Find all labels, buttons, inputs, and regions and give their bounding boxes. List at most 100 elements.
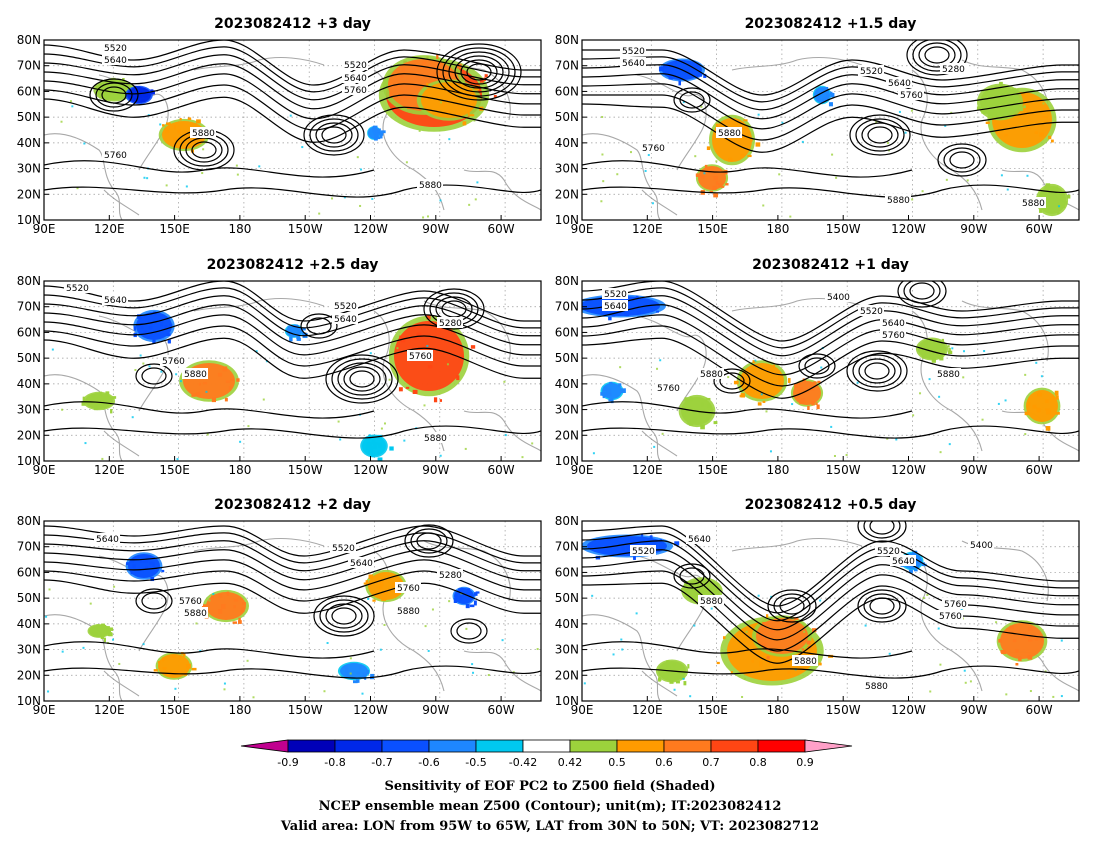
shade-speckle bbox=[725, 183, 729, 186]
lon-tick-label: 120W bbox=[891, 463, 926, 477]
contour-line bbox=[582, 64, 1079, 111]
contour-line bbox=[582, 56, 1079, 103]
shade-speckle bbox=[830, 92, 835, 98]
shade-speckle bbox=[95, 85, 100, 90]
contour-line bbox=[582, 49, 1079, 96]
contour-ring bbox=[869, 597, 895, 615]
shade-speckle bbox=[1034, 131, 1039, 134]
shade-speckle bbox=[242, 602, 246, 605]
shade-speckle bbox=[240, 607, 245, 612]
contour-line bbox=[44, 54, 541, 101]
contour-ring bbox=[135, 588, 173, 614]
shade-speckle bbox=[682, 412, 686, 417]
shade-speckle bbox=[1015, 649, 1019, 653]
shade-speckle bbox=[694, 581, 698, 584]
contour-line bbox=[44, 579, 541, 614]
shade-speckle bbox=[606, 538, 612, 541]
shade-speckle bbox=[634, 542, 640, 546]
shade-speckle bbox=[745, 630, 748, 633]
lat-tick-label: 80N bbox=[17, 274, 41, 288]
shade-speckle bbox=[375, 132, 379, 136]
shade-speckle bbox=[401, 66, 406, 71]
contour-ring bbox=[337, 362, 387, 396]
shade-speckle bbox=[1045, 183, 1051, 188]
shade-speckle bbox=[787, 670, 791, 674]
shade-speckle bbox=[142, 643, 145, 646]
shade-speckle bbox=[99, 391, 102, 396]
shade-speckle bbox=[186, 663, 191, 669]
shade-speckle bbox=[856, 381, 859, 384]
shade-speckle bbox=[815, 402, 818, 405]
lon-tick-label: 60W bbox=[488, 703, 515, 717]
shade-speckle bbox=[479, 78, 484, 83]
shade-speckle bbox=[913, 569, 918, 572]
shade-speckle bbox=[1050, 189, 1056, 192]
shade-speckle bbox=[469, 593, 473, 598]
z500-contours bbox=[582, 40, 1079, 198]
shade-speckle bbox=[706, 417, 709, 420]
shade-speckle bbox=[107, 92, 111, 97]
colorbar-label: 0.7 bbox=[702, 756, 720, 769]
contour-line bbox=[582, 570, 1079, 652]
contour-label: 5880 bbox=[424, 434, 447, 444]
shade-speckle bbox=[400, 74, 404, 78]
contour-label: 5760 bbox=[944, 600, 967, 610]
shade-speckle bbox=[716, 661, 720, 665]
shade-speckle bbox=[715, 160, 718, 163]
shade-speckle bbox=[762, 622, 767, 625]
shade-speckle bbox=[148, 365, 151, 368]
lat-tick-label: 80N bbox=[555, 33, 579, 47]
contour-label: 5280 bbox=[439, 571, 462, 581]
shade-speckle bbox=[636, 298, 641, 301]
shade-speckle bbox=[208, 599, 211, 602]
lat-tick-label: 40N bbox=[555, 617, 579, 631]
shade-speckle bbox=[806, 640, 811, 645]
shade-speckle bbox=[728, 157, 733, 162]
shade-speckle bbox=[343, 665, 348, 669]
contour-line bbox=[44, 540, 541, 572]
contour-label: 5520 bbox=[332, 544, 355, 554]
lon-tick-label: 120W bbox=[353, 703, 388, 717]
shade-speckle bbox=[833, 454, 836, 457]
lat-tick-label: 40N bbox=[17, 377, 41, 391]
shade-speckle bbox=[262, 398, 265, 401]
shade-speckle bbox=[475, 591, 480, 594]
shade-speckle bbox=[466, 588, 470, 591]
contour-ring bbox=[897, 281, 947, 308]
shade-speckle bbox=[741, 378, 745, 381]
contour-line bbox=[582, 325, 1079, 387]
shade-speckle bbox=[1018, 656, 1022, 662]
shade-speckle bbox=[818, 662, 822, 666]
shade-speckle bbox=[733, 380, 739, 385]
colorbar-label: -0.6 bbox=[418, 756, 439, 769]
shade-speckle bbox=[381, 597, 387, 601]
map-area: 5520 5640 5280 5520 5640 5760 5880 5760 5880 5880 bbox=[582, 40, 1079, 220]
shade-speckle bbox=[1054, 390, 1059, 396]
shade-speckle bbox=[938, 356, 942, 359]
contour-ring bbox=[773, 593, 811, 619]
shade-speckle bbox=[376, 136, 381, 140]
contour-ring bbox=[300, 313, 338, 339]
shade-speckle bbox=[793, 617, 799, 621]
shade-speckle bbox=[773, 386, 778, 391]
contour-ring bbox=[135, 363, 173, 389]
shade-speckle bbox=[799, 399, 804, 405]
lon-tick-label: 120E bbox=[632, 703, 663, 717]
panel-title: 2023082412 +1 day bbox=[752, 257, 909, 273]
shade-speckle bbox=[976, 106, 982, 111]
shade-speckle bbox=[1050, 139, 1054, 143]
contour-label: 5760 bbox=[657, 384, 680, 394]
shade-speckle bbox=[339, 438, 342, 441]
map-area: 5640 5520 5640 5280 5760 5880 5760 5880 bbox=[44, 521, 541, 701]
contour-line bbox=[582, 582, 1079, 664]
shade-speckle bbox=[289, 114, 292, 117]
lat-tick-label: 20N bbox=[17, 428, 41, 442]
contour-ring bbox=[863, 593, 901, 619]
shade-speckle bbox=[355, 679, 360, 683]
shade-speckle bbox=[362, 672, 368, 676]
shade-speckle bbox=[1024, 373, 1027, 376]
shade-speckle bbox=[149, 561, 154, 565]
shade-speckle bbox=[1024, 411, 1030, 416]
shade-speckle bbox=[982, 111, 986, 115]
shade-speckle bbox=[453, 598, 458, 603]
